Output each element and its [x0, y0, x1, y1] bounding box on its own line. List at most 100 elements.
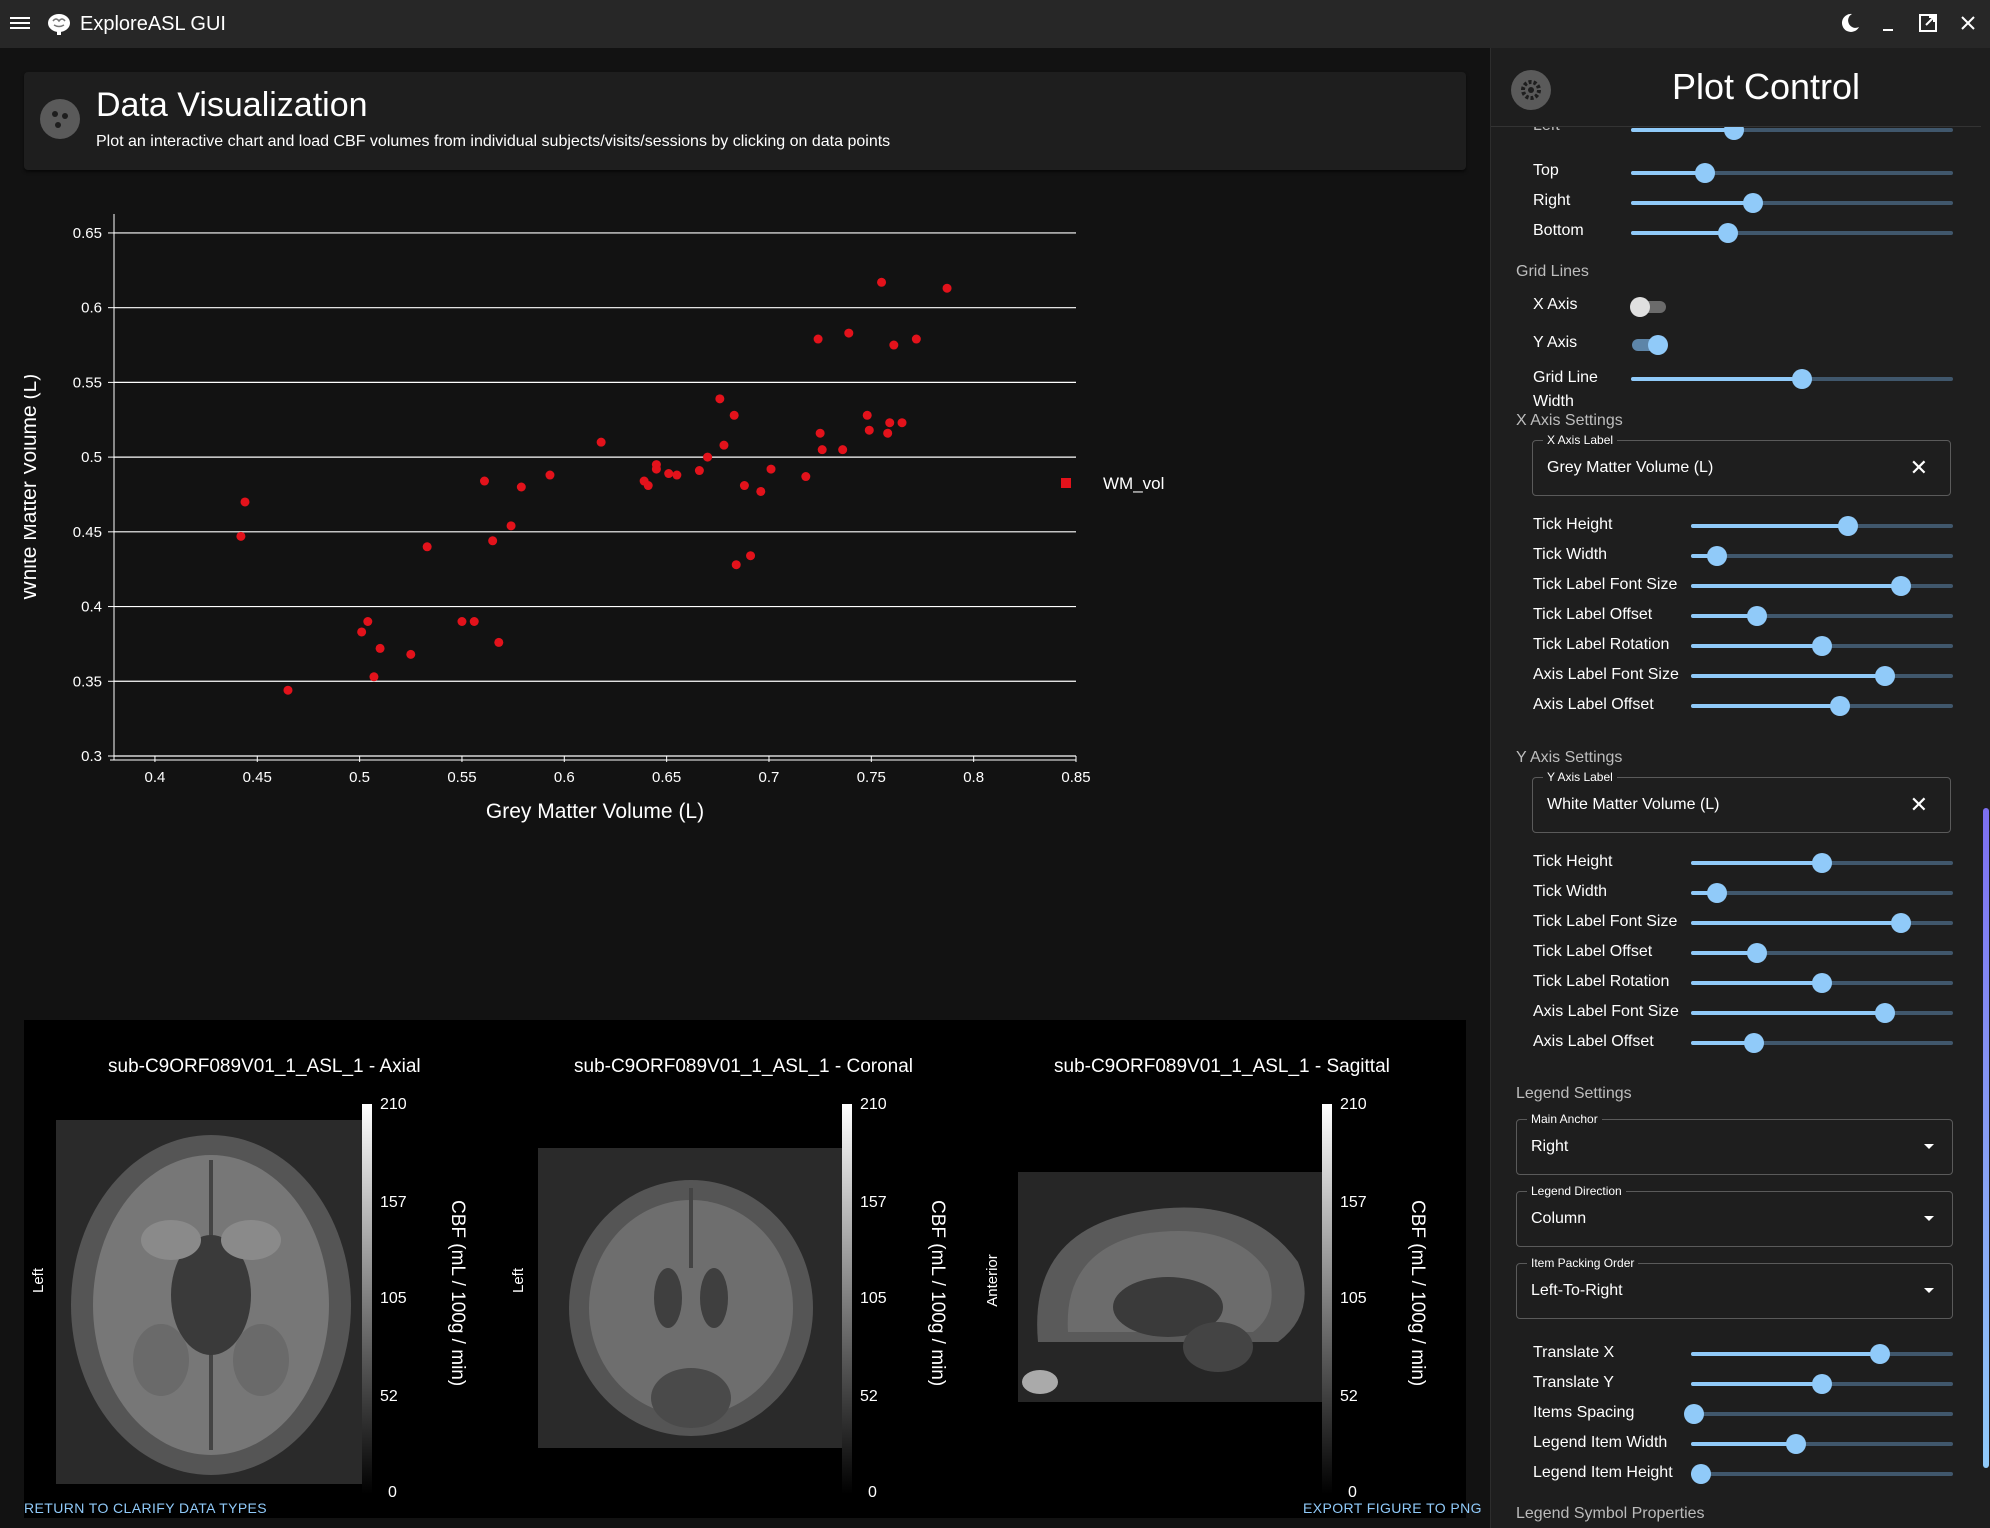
slider-rail[interactable] — [1691, 1442, 1953, 1446]
data-point[interactable] — [506, 521, 516, 531]
slider-thumb[interactable] — [1874, 1003, 1895, 1023]
packing-order-select[interactable]: Item Packing Order Left-To-Right — [1516, 1256, 1953, 1319]
slider-rail[interactable] — [1691, 614, 1953, 618]
slider-thumb[interactable] — [1746, 943, 1767, 963]
slider-thumb[interactable] — [1869, 1344, 1890, 1364]
slider-thumb[interactable] — [1812, 1374, 1832, 1394]
panel-scroll-area[interactable]: Left Top Right Bottom Grid Lines X Axis Y Axis… — [1491, 127, 1990, 1528]
data-point[interactable] — [494, 637, 504, 647]
data-point[interactable] — [719, 440, 729, 450]
data-point[interactable] — [240, 497, 250, 507]
data-point[interactable] — [746, 551, 756, 561]
main-anchor-select-value[interactable]: Right — [1531, 1138, 1569, 1155]
y-slider-tick-width[interactable] — [1691, 883, 1953, 903]
data-point[interactable] — [813, 334, 823, 344]
data-point[interactable] — [885, 418, 895, 428]
sagittal-slice-image[interactable] — [1018, 1172, 1324, 1402]
x-axis-field-value[interactable]: Grey Matter Volume (L) — [1547, 459, 1714, 476]
data-point[interactable] — [729, 410, 739, 420]
toggle-knob[interactable] — [1630, 297, 1650, 317]
data-point[interactable] — [596, 437, 606, 447]
slider-thumb[interactable] — [1812, 973, 1832, 993]
toggle-knob[interactable] — [1648, 335, 1668, 355]
data-point[interactable] — [488, 536, 498, 546]
slider-rail[interactable] — [1631, 231, 1953, 235]
gear-icon[interactable] — [1511, 70, 1551, 110]
data-point[interactable] — [815, 428, 825, 438]
close-icon[interactable] — [1956, 12, 1980, 36]
minimize-icon[interactable] — [1876, 12, 1900, 36]
data-point[interactable] — [469, 617, 479, 626]
slider-thumb[interactable] — [1683, 1404, 1704, 1424]
slider-rail[interactable] — [1631, 128, 1953, 132]
data-point[interactable] — [375, 643, 385, 653]
data-point[interactable] — [283, 685, 293, 695]
x-slider-tick-label-rotation[interactable] — [1691, 636, 1953, 656]
y-slider-axis-label-font-size[interactable] — [1691, 1003, 1953, 1023]
data-point[interactable] — [664, 469, 674, 479]
slider-thumb[interactable] — [1812, 853, 1832, 873]
chevron-down-icon[interactable] — [1924, 1144, 1934, 1149]
slider-rail[interactable] — [1691, 1472, 1953, 1476]
data-point[interactable] — [942, 283, 952, 293]
data-point[interactable] — [739, 481, 749, 491]
legend-direction-select[interactable]: Legend Direction Column — [1516, 1184, 1953, 1247]
slider-rail[interactable] — [1691, 1412, 1953, 1416]
main-anchor-select[interactable]: Main Anchor Right — [1516, 1112, 1953, 1175]
slider-rail[interactable] — [1691, 951, 1953, 955]
chevron-down-icon[interactable] — [1924, 1288, 1934, 1293]
slider-rail[interactable] — [1691, 1041, 1953, 1045]
data-point[interactable] — [897, 418, 907, 428]
x-slider-axis-label-font-size[interactable] — [1691, 666, 1953, 686]
slider-thumb[interactable] — [1874, 666, 1895, 686]
data-point[interactable] — [756, 486, 766, 496]
legend-slider-legend-item-width[interactable] — [1691, 1434, 1953, 1454]
legend-slider-items-spacing[interactable] — [1683, 1404, 1953, 1424]
data-point[interactable] — [672, 470, 682, 480]
data-point[interactable] — [236, 531, 246, 541]
data-point[interactable] — [766, 464, 776, 474]
legend-slider-legend-item-height[interactable] — [1691, 1464, 1953, 1484]
data-point[interactable] — [651, 460, 661, 470]
axial-view[interactable]: sub-C9ORF089V01_1_ASL_1 - Axial Left 210… — [24, 1020, 504, 1518]
data-point[interactable] — [864, 425, 874, 435]
slider-thumb[interactable] — [1707, 546, 1728, 566]
x-grid-toggle[interactable] — [1630, 297, 1668, 317]
data-points[interactable] — [236, 277, 952, 695]
data-point[interactable] — [369, 672, 379, 682]
y-slider-tick-label-offset[interactable] — [1691, 943, 1953, 963]
y-axis-label-field[interactable]: Y Axis Label White Matter Volume (L) ✕ — [1532, 770, 1951, 833]
slider-margin-left[interactable] — [1631, 127, 1953, 140]
chevron-down-icon[interactable] — [1924, 1216, 1934, 1221]
coronal-view[interactable]: sub-C9ORF089V01_1_ASL_1 - Coronal Left 2… — [504, 1020, 984, 1518]
legend-slider-translate-y[interactable] — [1691, 1374, 1953, 1394]
data-point[interactable] — [516, 482, 526, 492]
scatter-chart[interactable]: 0.3 0.35 0.4 0.45 0.5 0.55 0.6 0.65 0.4 0.45 0.5 0.… — [24, 198, 1466, 1018]
dark-mode-icon[interactable] — [1838, 12, 1862, 36]
y-slider-tick-label-font-size[interactable] — [1691, 913, 1953, 933]
x-slider-tick-width[interactable] — [1691, 546, 1953, 566]
data-point[interactable] — [715, 394, 725, 404]
slider-margin-right[interactable] — [1631, 193, 1953, 213]
data-point[interactable] — [801, 472, 811, 482]
x-slider-tick-label-offset[interactable] — [1691, 606, 1953, 626]
slider-thumb[interactable] — [1890, 576, 1911, 596]
data-point[interactable] — [545, 470, 555, 480]
sagittal-view[interactable]: sub-C9ORF089V01_1_ASL_1 - Sagittal Anter… — [984, 1020, 1466, 1518]
slider-rail[interactable] — [1691, 554, 1953, 558]
data-point[interactable] — [479, 476, 489, 486]
panel-scrollbar[interactable] — [1981, 48, 1990, 1528]
y-grid-toggle[interactable] — [1630, 335, 1668, 355]
slider-rail[interactable] — [1691, 891, 1953, 895]
slider-thumb[interactable] — [1707, 883, 1728, 903]
coronal-slice-image[interactable] — [538, 1148, 844, 1448]
x-slider-tick-height[interactable] — [1691, 516, 1953, 536]
slider-thumb[interactable] — [1830, 696, 1851, 716]
slider-thumb[interactable] — [1838, 516, 1859, 536]
slider-thumb[interactable] — [1691, 1464, 1712, 1484]
data-point[interactable] — [363, 617, 373, 626]
data-point[interactable] — [877, 277, 887, 287]
x-axis-label-field[interactable]: X Axis Label Grey Matter Volume (L) ✕ — [1532, 433, 1951, 496]
x-slider-tick-label-font-size[interactable] — [1691, 576, 1953, 596]
x-slider-axis-label-offset[interactable] — [1691, 696, 1953, 716]
